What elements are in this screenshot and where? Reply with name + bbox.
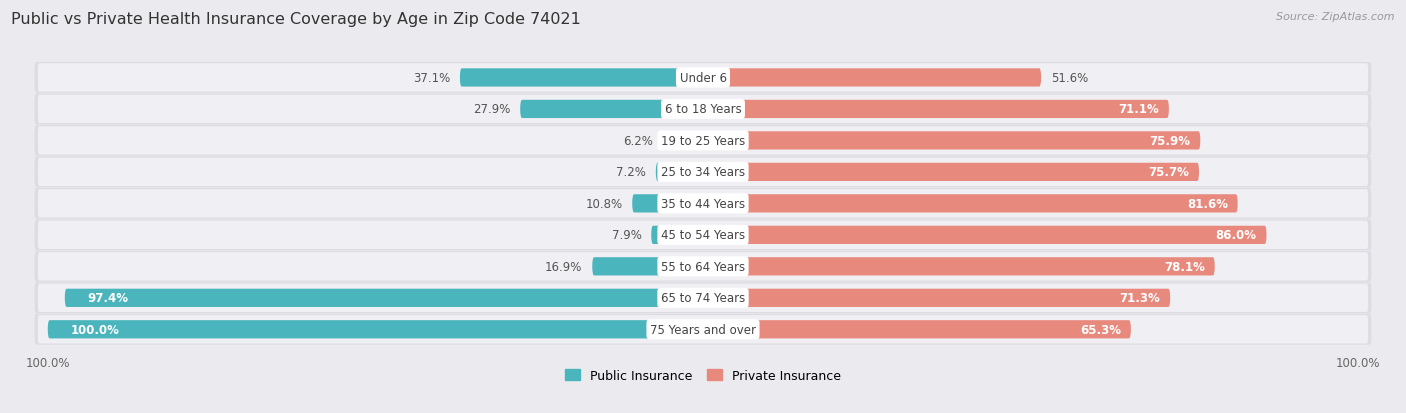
FancyBboxPatch shape [35, 283, 1371, 313]
FancyBboxPatch shape [35, 126, 1371, 157]
FancyBboxPatch shape [38, 316, 1368, 344]
Text: 55 to 64 Years: 55 to 64 Years [661, 260, 745, 273]
FancyBboxPatch shape [703, 226, 1267, 244]
FancyBboxPatch shape [662, 132, 703, 150]
FancyBboxPatch shape [592, 258, 703, 276]
FancyBboxPatch shape [651, 226, 703, 244]
FancyBboxPatch shape [38, 284, 1368, 312]
FancyBboxPatch shape [35, 63, 1371, 94]
Text: 97.4%: 97.4% [87, 292, 129, 304]
Text: 45 to 54 Years: 45 to 54 Years [661, 229, 745, 242]
Text: 6 to 18 Years: 6 to 18 Years [665, 103, 741, 116]
FancyBboxPatch shape [38, 95, 1368, 124]
Text: 51.6%: 51.6% [1050, 72, 1088, 85]
FancyBboxPatch shape [38, 190, 1368, 218]
FancyBboxPatch shape [703, 132, 1201, 150]
Text: 71.1%: 71.1% [1118, 103, 1159, 116]
Text: 75.7%: 75.7% [1149, 166, 1189, 179]
FancyBboxPatch shape [703, 69, 1040, 88]
Text: 78.1%: 78.1% [1164, 260, 1205, 273]
FancyBboxPatch shape [38, 158, 1368, 187]
Text: 65.3%: 65.3% [1080, 323, 1121, 336]
FancyBboxPatch shape [38, 253, 1368, 281]
Text: 81.6%: 81.6% [1187, 197, 1227, 210]
Text: Under 6: Under 6 [679, 72, 727, 85]
Text: 86.0%: 86.0% [1216, 229, 1257, 242]
Text: 25 to 34 Years: 25 to 34 Years [661, 166, 745, 179]
FancyBboxPatch shape [633, 195, 703, 213]
Text: Source: ZipAtlas.com: Source: ZipAtlas.com [1277, 12, 1395, 22]
Text: 35 to 44 Years: 35 to 44 Years [661, 197, 745, 210]
Text: 7.2%: 7.2% [616, 166, 645, 179]
Text: 71.3%: 71.3% [1119, 292, 1160, 304]
Text: Public vs Private Health Insurance Coverage by Age in Zip Code 74021: Public vs Private Health Insurance Cover… [11, 12, 581, 27]
Text: 75 Years and over: 75 Years and over [650, 323, 756, 336]
Text: 16.9%: 16.9% [546, 260, 582, 273]
FancyBboxPatch shape [35, 157, 1371, 188]
FancyBboxPatch shape [35, 251, 1371, 282]
FancyBboxPatch shape [703, 164, 1199, 182]
Text: 27.9%: 27.9% [472, 103, 510, 116]
FancyBboxPatch shape [520, 100, 703, 119]
Text: 37.1%: 37.1% [413, 72, 450, 85]
FancyBboxPatch shape [38, 64, 1368, 93]
FancyBboxPatch shape [703, 258, 1215, 276]
Legend: Public Insurance, Private Insurance: Public Insurance, Private Insurance [560, 363, 846, 387]
FancyBboxPatch shape [48, 320, 703, 339]
FancyBboxPatch shape [703, 100, 1168, 119]
FancyBboxPatch shape [655, 164, 703, 182]
FancyBboxPatch shape [35, 188, 1371, 219]
Text: 7.9%: 7.9% [612, 229, 641, 242]
Text: 19 to 25 Years: 19 to 25 Years [661, 135, 745, 147]
Text: 6.2%: 6.2% [623, 135, 652, 147]
Text: 10.8%: 10.8% [585, 197, 623, 210]
FancyBboxPatch shape [35, 220, 1371, 251]
FancyBboxPatch shape [38, 127, 1368, 155]
FancyBboxPatch shape [65, 289, 703, 307]
FancyBboxPatch shape [460, 69, 703, 88]
FancyBboxPatch shape [38, 221, 1368, 249]
FancyBboxPatch shape [703, 289, 1170, 307]
Text: 65 to 74 Years: 65 to 74 Years [661, 292, 745, 304]
FancyBboxPatch shape [35, 314, 1371, 345]
Text: 75.9%: 75.9% [1150, 135, 1191, 147]
FancyBboxPatch shape [35, 94, 1371, 125]
Text: 100.0%: 100.0% [70, 323, 120, 336]
FancyBboxPatch shape [703, 320, 1130, 339]
FancyBboxPatch shape [703, 195, 1237, 213]
